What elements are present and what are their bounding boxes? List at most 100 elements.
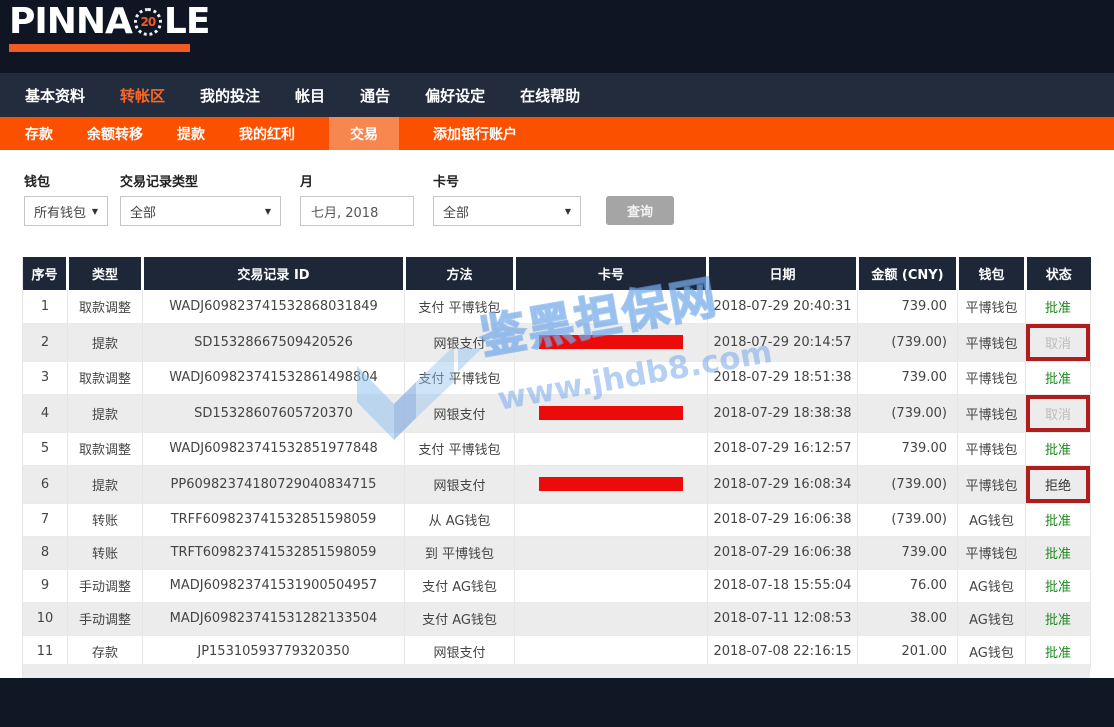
cell-date: 2018-07-29 18:51:38 [707, 361, 858, 395]
cell-method: 支付 AG钱包 [404, 569, 515, 603]
cell-status: 拒绝 [1025, 465, 1091, 504]
cell-card-number [514, 465, 708, 504]
status-badge: 批准 [1044, 613, 1071, 628]
cell-amount: (739.00) [857, 503, 958, 537]
cell-transaction-id: JP15310593779320350 [142, 635, 405, 669]
cell-method: 网银支付 [404, 323, 515, 362]
cell-transaction-id: TRFT609823741532851598059 [142, 536, 405, 570]
status-badge: 批准 [1044, 443, 1071, 458]
cell-row-number: 11 [22, 635, 68, 669]
cell-amount: 201.00 [857, 635, 958, 669]
status-badge: 批准 [1044, 372, 1071, 387]
subnav-item[interactable]: 交易 [329, 117, 399, 150]
subnav-item[interactable]: 添加银行账户 [433, 126, 517, 143]
cell-transaction-id: MADJ609823741531900504957 [142, 569, 405, 603]
cell-card-number [514, 394, 708, 433]
column-header: 钱包 [957, 257, 1027, 290]
column-header: 状态 [1025, 257, 1091, 290]
cell-row-number: 10 [22, 602, 68, 636]
cell-row-number: 8 [22, 536, 68, 570]
month-filter-label: 月 [300, 175, 314, 190]
cell-status: 批准 [1025, 361, 1091, 395]
subnav-item[interactable]: 存款 [25, 126, 53, 143]
logo-text-left: PINNA [9, 1, 133, 42]
cell-date: 2018-07-29 20:14:57 [707, 323, 858, 362]
cell-status: 批准 [1025, 569, 1091, 603]
cell-transaction-id: WADJ609823741532861498804 [142, 361, 405, 395]
cell-wallet: 平博钱包 [957, 361, 1026, 395]
wallet-select[interactable]: 所有钱包 ▼ [24, 196, 108, 226]
table-row: 8 转账 TRFT609823741532851598059 到 平博钱包 20… [22, 536, 1091, 570]
column-header: 金额 (CNY) [857, 257, 959, 290]
table-row: 1 取款调整 WADJ609823741532868031849 支付 平博钱包… [22, 290, 1091, 324]
search-button[interactable]: 查询 [606, 196, 674, 225]
cell-transaction-id: MADJ609823741531282133504 [142, 602, 405, 636]
nav-item[interactable]: 基本资料 [25, 86, 86, 105]
cell-status: 批准 [1025, 290, 1091, 324]
cell-type: 手动调整 [67, 569, 143, 603]
cell-amount: 739.00 [857, 536, 958, 570]
cell-date: 2018-07-29 16:12:57 [707, 432, 858, 466]
cell-amount: (739.00) [857, 465, 958, 504]
subnav-item[interactable]: 提款 [177, 126, 205, 143]
cell-type: 取款调整 [67, 290, 143, 324]
cell-row-number: 2 [22, 323, 68, 362]
logo-text-right: LE [163, 1, 211, 42]
subnav-item[interactable]: 余额转移 [87, 126, 143, 143]
cell-card-number [514, 323, 708, 362]
column-header: 类型 [67, 257, 144, 290]
cell-wallet: AG钱包 [957, 503, 1026, 537]
cell-card-number [514, 635, 708, 669]
cell-wallet: 平博钱包 [957, 465, 1026, 504]
cell-transaction-id: SD15328667509420526 [142, 323, 405, 362]
chevron-down-icon: ▼ [564, 206, 571, 216]
logo-underline [9, 44, 190, 52]
cell-status: 批准 [1025, 536, 1091, 570]
cell-card-number [514, 569, 708, 603]
nav-item[interactable]: 帐目 [295, 86, 326, 105]
card-select[interactable]: 全部 ▼ [433, 196, 581, 226]
column-header: 方法 [404, 257, 516, 290]
cell-amount: (739.00) [857, 394, 958, 433]
cell-row-number: 1 [22, 290, 68, 324]
cell-date: 2018-07-29 16:08:34 [707, 465, 858, 504]
cell-wallet: 平博钱包 [957, 536, 1026, 570]
nav-item[interactable]: 转帐区 [120, 86, 166, 105]
status-badge: 拒绝 [1026, 465, 1090, 502]
cell-method: 网银支付 [404, 394, 515, 433]
status-badge: 取消 [1026, 394, 1090, 431]
month-input[interactable]: 七月, 2018 [300, 196, 414, 226]
cell-type: 取款调整 [67, 432, 143, 466]
record-type-select-value: 全部 [130, 205, 157, 221]
column-header: 日期 [707, 257, 859, 290]
redacted-card-bar [539, 406, 683, 420]
cell-row-number: 3 [22, 361, 68, 395]
status-badge: 批准 [1044, 646, 1071, 661]
cell-wallet: 平博钱包 [957, 432, 1026, 466]
cell-wallet: AG钱包 [957, 569, 1026, 603]
wallet-select-value: 所有钱包 [34, 205, 87, 221]
subnav-item[interactable]: 我的红利 [239, 126, 295, 143]
table-row: 9 手动调整 MADJ609823741531900504957 支付 AG钱包… [22, 569, 1091, 603]
nav-item[interactable]: 通告 [360, 86, 391, 105]
status-badge: 取消 [1026, 323, 1090, 360]
record-type-select[interactable]: 全部 ▼ [120, 196, 281, 226]
nav-item[interactable]: 偏好设定 [425, 86, 486, 105]
cell-transaction-id: TRFF609823741532851598059 [142, 503, 405, 537]
table-row-partial [22, 664, 1090, 678]
nav-item[interactable]: 在线帮助 [520, 86, 581, 105]
cell-transaction-id: PP60982374180729040834715 [142, 465, 405, 504]
nav-item[interactable]: 我的投注 [200, 86, 261, 105]
cell-card-number [514, 290, 708, 324]
main-navigation: 基本资料 转帐区 我的投注 帐目 通告 偏好设定 在线帮助 [0, 73, 1114, 117]
column-header: 交易记录 ID [142, 257, 406, 290]
cell-wallet: 平博钱包 [957, 290, 1026, 324]
pinnacle-logo[interactable]: PINNA 20 LE [9, 1, 211, 52]
chevron-down-icon: ▼ [91, 206, 98, 216]
transfer-sub-navigation: 存款 余额转移 提款 我的红利 交易 添加银行账户 [0, 117, 1114, 150]
table-row: 5 取款调整 WADJ609823741532851977848 支付 平博钱包… [22, 432, 1091, 466]
record-type-filter-label: 交易记录类型 [120, 175, 199, 190]
cell-card-number [514, 503, 708, 537]
status-badge: 批准 [1044, 547, 1071, 562]
